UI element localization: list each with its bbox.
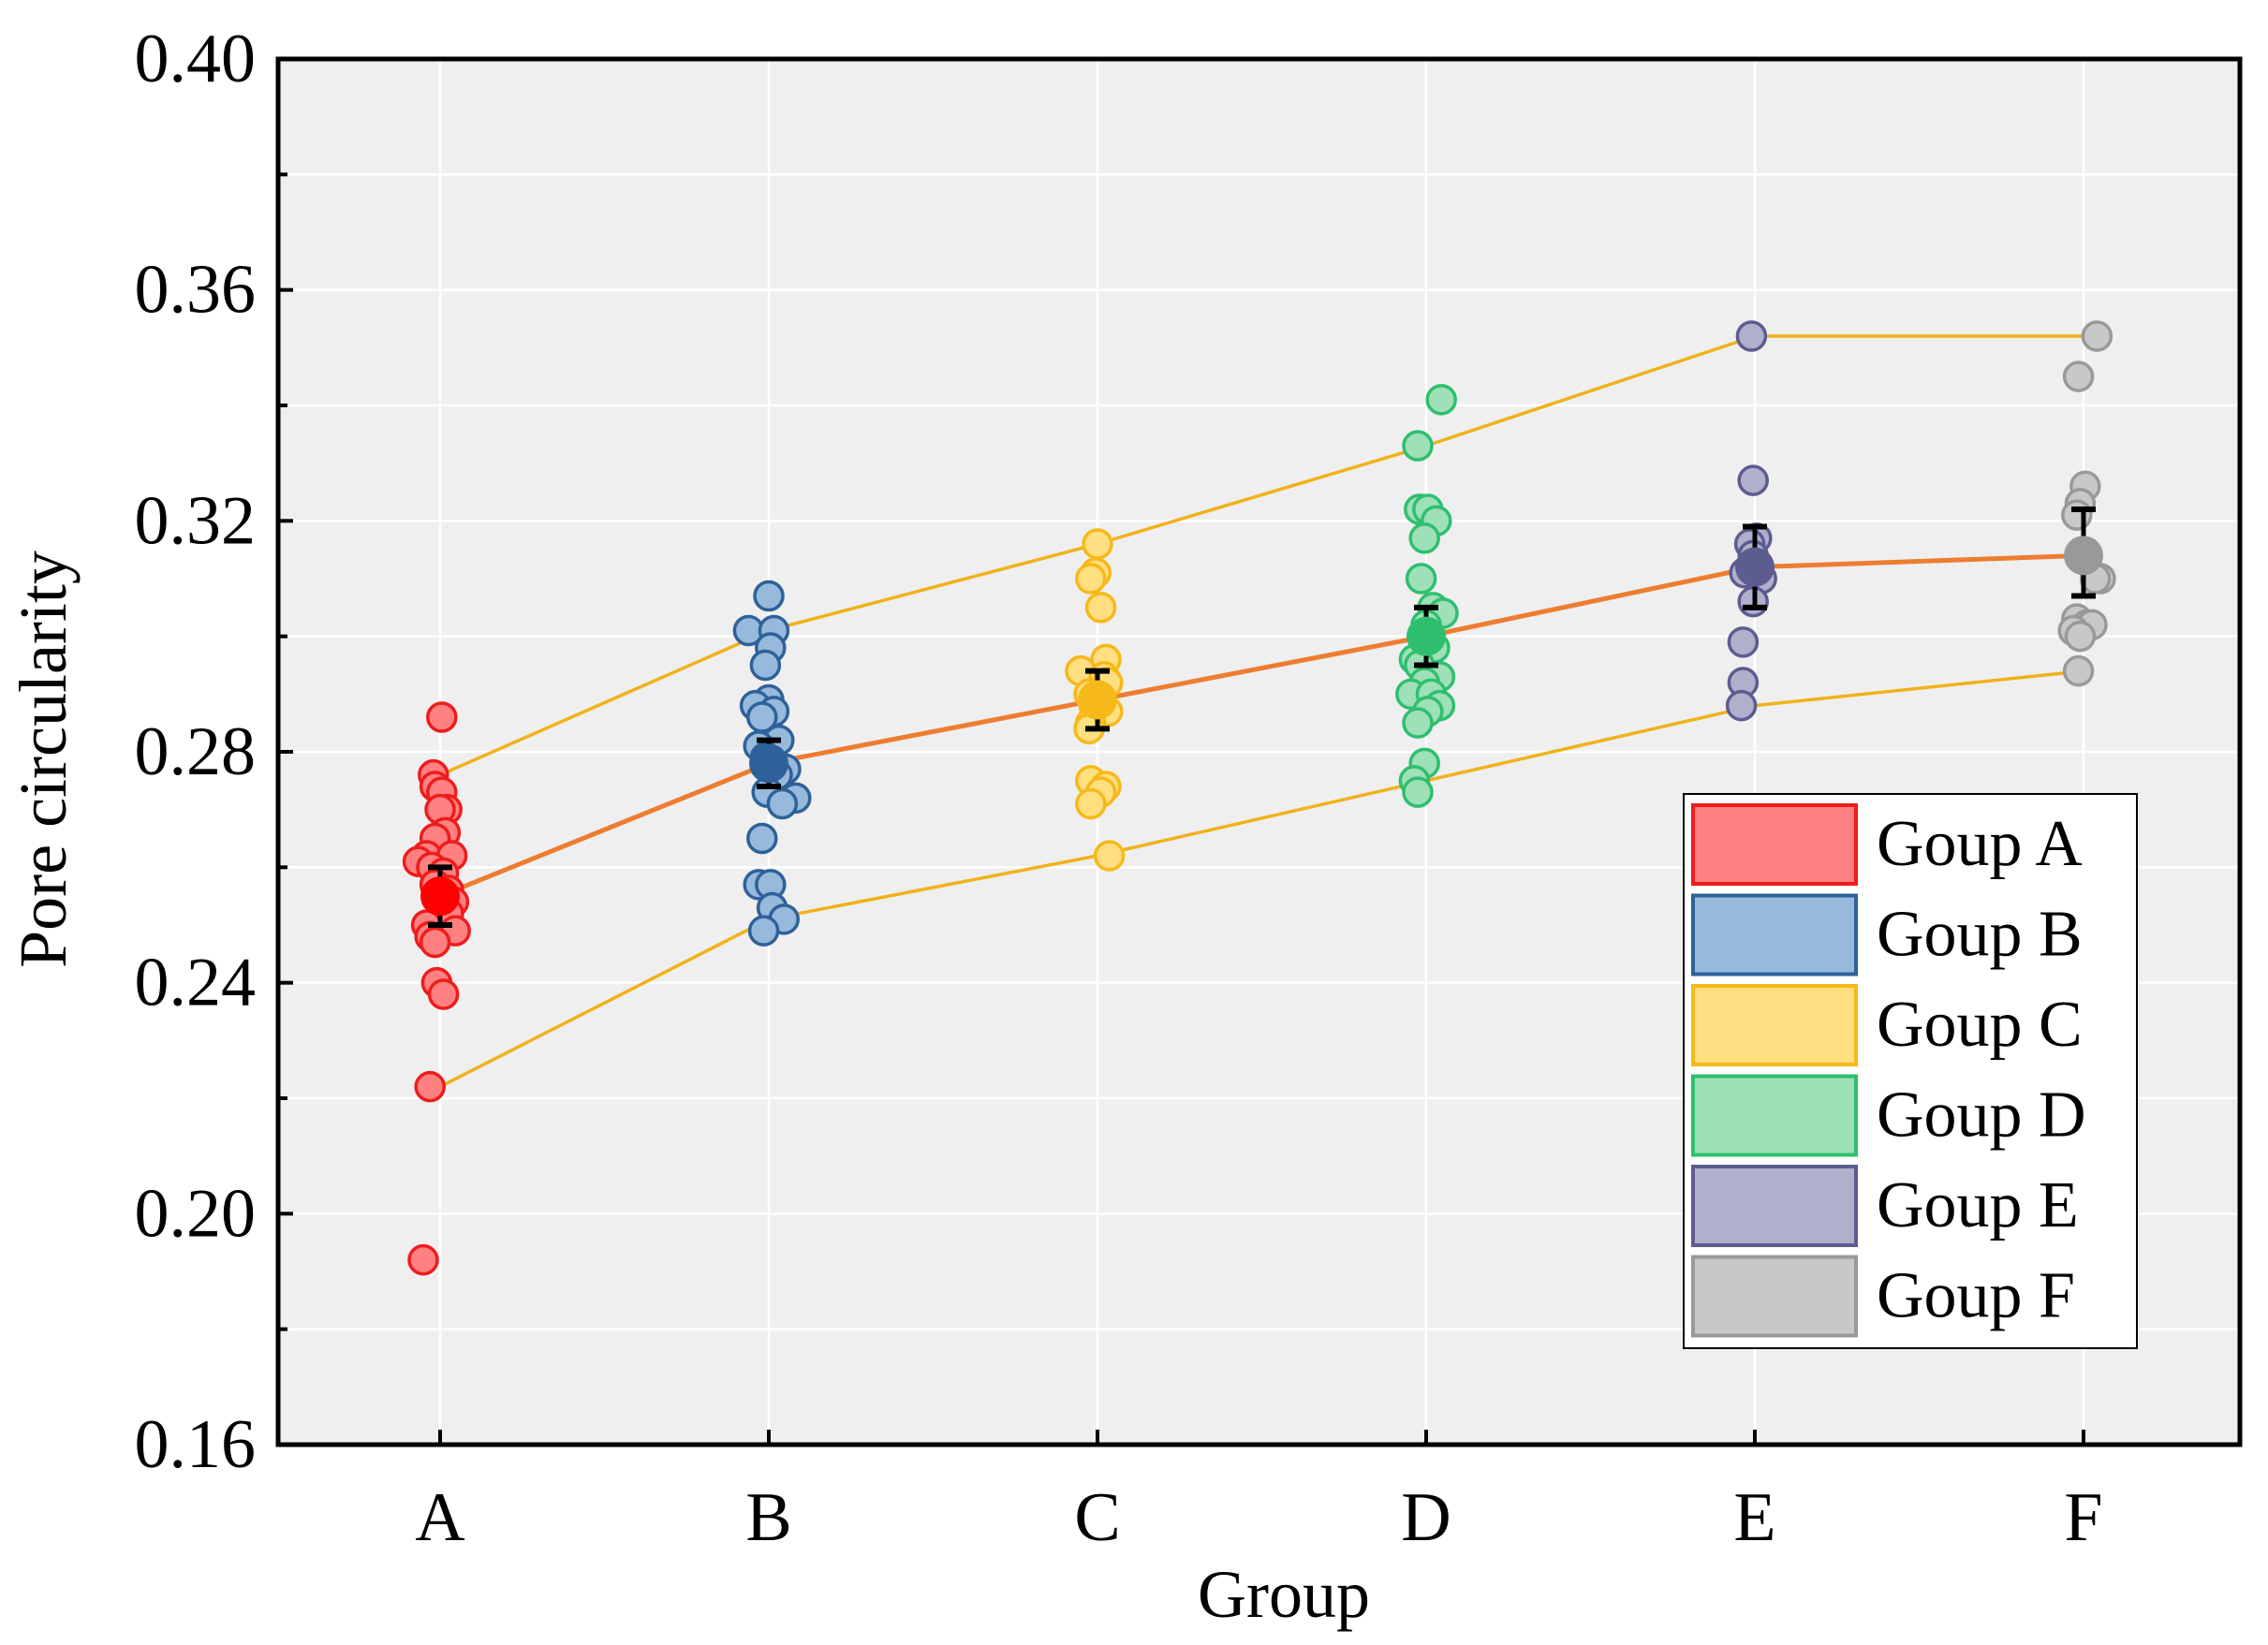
y-tick-label: 0.40 — [135, 21, 257, 97]
data-point — [1425, 384, 1457, 416]
legend-swatch — [1691, 1255, 1858, 1338]
data-point — [1402, 430, 1434, 462]
data-point — [1737, 464, 1769, 496]
upper-bound-line — [439, 334, 2084, 777]
legend-swatch — [1691, 1074, 1858, 1157]
data-point — [749, 649, 782, 682]
x-tick-label: D — [1401, 1479, 1451, 1556]
y-tick-label: 0.32 — [135, 482, 257, 559]
data-point — [746, 822, 778, 855]
y-tick-label: 0.36 — [135, 252, 257, 329]
data-point — [2062, 654, 2095, 687]
legend-label: Goup A — [1877, 808, 2083, 880]
legend-label: Goup E — [1877, 1169, 2079, 1241]
data-point — [407, 1243, 439, 1276]
x-tick-label: B — [745, 1479, 791, 1556]
x-axis-title: Group — [1198, 1557, 1370, 1632]
data-point — [1727, 626, 1760, 658]
y-tick-label: 0.28 — [135, 713, 257, 790]
data-point — [1402, 776, 1434, 808]
trend-lines — [439, 334, 2084, 1089]
legend-swatch — [1691, 803, 1858, 886]
data-point — [1084, 592, 1117, 624]
data-point — [427, 978, 460, 1010]
data-point — [1402, 707, 1434, 739]
data-point — [419, 926, 451, 959]
mean-marker — [1078, 680, 1117, 720]
data-point — [1082, 528, 1113, 560]
legend-label: Goup C — [1877, 989, 2083, 1061]
x-tick-label: A — [415, 1479, 464, 1556]
y-tick-label: 0.16 — [135, 1406, 257, 1483]
y-tick-label: 0.24 — [135, 945, 257, 1021]
data-point — [1075, 787, 1107, 820]
y-tick-label: 0.20 — [135, 1175, 257, 1252]
mean-marker — [749, 743, 788, 784]
data-point — [766, 787, 799, 820]
mean-marker — [1406, 616, 1446, 656]
x-tick-label: C — [1074, 1479, 1120, 1556]
data-point — [1408, 522, 1440, 554]
data-point — [1075, 563, 1107, 595]
data-point — [2062, 360, 2095, 392]
mean-line — [439, 552, 2084, 899]
data-point — [1405, 563, 1437, 595]
mean-markers — [420, 507, 2103, 928]
data-point — [2064, 620, 2097, 653]
data-point — [1093, 840, 1126, 872]
data-point — [2061, 499, 2093, 531]
mean-marker — [1735, 547, 1775, 587]
legend-label: Goup F — [1877, 1260, 2075, 1332]
data-point — [426, 701, 458, 733]
legend-label: Goup B — [1877, 899, 2083, 971]
lower-bound-line — [439, 668, 2084, 1089]
legend-swatch — [1691, 1165, 1858, 1247]
x-tick-label: F — [2064, 1479, 2102, 1556]
data-point — [747, 915, 780, 947]
legend: Goup A Goup B Goup C Goup D Goup E Goup F — [1683, 793, 2138, 1349]
data-point — [414, 1070, 446, 1103]
legend-swatch — [1691, 893, 1858, 977]
y-axis-title: Pore circularity — [6, 551, 81, 968]
mean-marker — [420, 876, 460, 917]
data-point — [753, 580, 785, 612]
data-point — [1735, 320, 1768, 352]
data-point — [2081, 320, 2113, 352]
legend-label: Goup D — [1877, 1080, 2086, 1152]
legend-swatch — [1691, 984, 1858, 1066]
x-tick-label: E — [1733, 1479, 1775, 1556]
data-point — [1725, 689, 1758, 722]
axis-ticks: 0.16 0.20 0.24 0.28 0.32 0.36 0.40 A B C D E F — [135, 21, 2103, 1556]
mean-marker — [2064, 536, 2103, 576]
